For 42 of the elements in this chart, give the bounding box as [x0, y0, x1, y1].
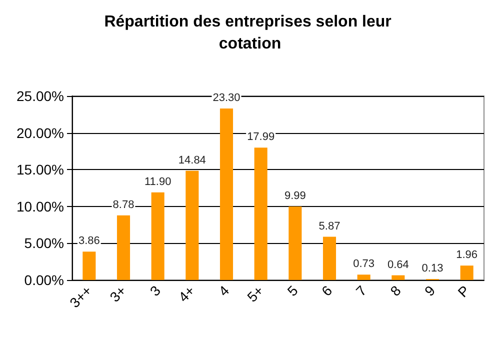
data-label: 23.30	[212, 92, 240, 104]
data-label: 1.96	[456, 249, 478, 262]
bar	[460, 266, 474, 280]
data-label: 17.99	[247, 131, 275, 144]
data-label: 11.90	[144, 176, 172, 188]
x-tick-label: 5	[284, 282, 301, 300]
bar	[322, 236, 336, 280]
x-tick-label: 4	[215, 282, 232, 300]
y-tick-label: 20.00%	[16, 124, 64, 141]
x-tick-label: 9	[421, 282, 438, 300]
data-label: 9.99	[284, 190, 306, 202]
chart-title: Répartition des entreprises selon leur cotation	[104, 14, 396, 52]
x-tick-label: P	[454, 282, 472, 300]
x-tick-label: 7	[352, 282, 370, 300]
data-label: 0.13	[422, 262, 444, 275]
bar	[116, 215, 130, 280]
data-label: 3.86	[78, 235, 100, 248]
bar	[288, 206, 302, 280]
bar	[151, 192, 164, 280]
y-tick-label: 15.00%	[16, 162, 64, 178]
data-label: 8.78	[112, 198, 134, 211]
data-label: 0.64	[387, 258, 409, 271]
bar	[186, 170, 199, 280]
x-tick-label: 3+	[106, 282, 130, 305]
y-tick-label: 5.00%	[24, 235, 64, 252]
y-tick-label: 25.00%	[16, 88, 64, 104]
x-tick-label: 4+	[175, 282, 198, 305]
bar	[220, 108, 234, 280]
bar	[357, 274, 370, 280]
bar	[82, 252, 96, 280]
x-tick-label: 8	[387, 282, 404, 300]
bar	[254, 148, 268, 280]
y-tick-label: 0.00%	[24, 272, 64, 288]
x-tick-label: 3++	[66, 282, 95, 311]
x-tick-label: 5+	[244, 282, 266, 305]
y-tick-label: 10.00%	[16, 198, 64, 214]
data-label: 0.73	[353, 258, 375, 270]
x-tick-label: 6	[318, 282, 336, 300]
bar	[392, 275, 405, 280]
x-tick-label: 3	[146, 282, 164, 300]
data-label: 5.87	[318, 220, 340, 232]
data-label: 14.84	[178, 154, 206, 166]
